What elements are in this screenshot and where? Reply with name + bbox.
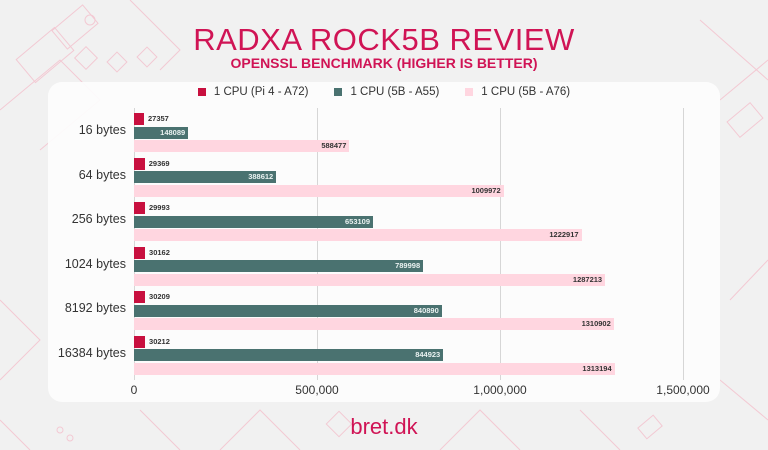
gridline <box>683 108 684 380</box>
category-label: 16384 bytes <box>57 345 126 360</box>
bar-256-bytes-series-0[interactable] <box>134 202 145 214</box>
bar-16384-bytes-series-1[interactable] <box>134 349 444 361</box>
bar-value-label: 30212 <box>149 336 170 346</box>
bar-value-label: 30209 <box>149 292 170 301</box>
gridline <box>317 108 318 380</box>
chart-title: RADXA ROCK5B REVIEW <box>193 22 575 57</box>
x-tick-label: 1,500,000 <box>656 383 710 397</box>
legend-item-pi4-a72[interactable]: 1 CPU (Pi 4 - A72) <box>197 86 309 98</box>
bar-value-label: 1310902 <box>581 319 611 328</box>
bar-8192-bytes-series-0[interactable] <box>134 291 146 303</box>
category-label: 1024 bytes <box>64 256 126 271</box>
x-tick-label: 0 <box>130 383 138 397</box>
category-label: 256 bytes <box>71 212 126 226</box>
bar-value-label: 1313194 <box>582 363 612 373</box>
bar-256-bytes-series-2[interactable] <box>134 229 582 241</box>
bar-value-label: 1287213 <box>572 274 603 284</box>
legend-item-5b-a55[interactable]: 1 CPU (5B - A55) <box>334 86 439 98</box>
bar-64-bytes-series-1[interactable] <box>134 171 277 183</box>
category-label: 64 bytes <box>78 167 126 182</box>
bar-64-bytes-series-2[interactable] <box>134 184 504 197</box>
legend-swatch-icon <box>197 88 206 96</box>
bar-value-label: 789998 <box>395 261 421 270</box>
x-tick-label: 1,000,000 <box>473 383 527 397</box>
legend-label: 1 CPU (5B - A76) <box>481 86 571 98</box>
legend-item-5b-a76[interactable]: 1 CPU (5B - A76) <box>465 86 570 98</box>
gridline <box>500 108 501 380</box>
bar-8192-bytes-series-2[interactable] <box>134 318 614 330</box>
category-label: 16 bytes <box>78 123 126 137</box>
legend-label: 1 CPU (5B - A55) <box>350 86 440 98</box>
bar-value-label: 30162 <box>149 247 170 257</box>
bar-16-bytes-series-2[interactable] <box>134 140 350 152</box>
bar-value-label: 844923 <box>415 350 441 359</box>
legend-swatch-icon <box>465 88 474 96</box>
bar-8192-bytes-series-1[interactable] <box>134 304 442 317</box>
bar-1024-bytes-series-1[interactable] <box>134 260 424 272</box>
gridline <box>134 108 135 380</box>
bar-64-bytes-series-0[interactable] <box>134 157 145 170</box>
bar-1024-bytes-series-2[interactable] <box>134 273 606 286</box>
bar-value-label: 653109 <box>345 216 371 226</box>
legend-swatch-icon <box>334 88 343 96</box>
bar-value-label: 388612 <box>248 172 274 181</box>
bar-value-label: 29993 <box>148 203 170 212</box>
bar-value-label: 588477 <box>321 141 347 150</box>
bar-16-bytes-series-0[interactable] <box>134 113 144 125</box>
bar-value-label: 29369 <box>148 158 170 168</box>
bar-value-label: 840890 <box>413 305 439 315</box>
category-label: 8192 bytes <box>64 301 126 315</box>
chart-subtitle: OPENSSL BENCHMARK (HIGHER IS BETTER) <box>230 55 538 71</box>
bar-value-label: 148089 <box>160 127 186 137</box>
bar-16-bytes-series-1[interactable] <box>134 126 189 139</box>
bar-value-label: 27357 <box>148 114 169 123</box>
bar-value-label: 1009972 <box>471 185 501 195</box>
bar-16384-bytes-series-2[interactable] <box>134 362 615 375</box>
bar-256-bytes-series-1[interactable] <box>134 215 374 228</box>
legend: 1 CPU (Pi 4 - A72) 1 CPU (5B - A55) 1 CP… <box>0 86 768 98</box>
legend-label: 1 CPU (Pi 4 - A72) <box>213 86 309 98</box>
bar-1024-bytes-series-0[interactable] <box>134 246 146 259</box>
bar-value-label: 1222917 <box>549 230 579 239</box>
brand-footer: bret.dk <box>350 414 418 439</box>
x-tick-label: 500,000 <box>295 383 339 397</box>
bar-16384-bytes-series-0[interactable] <box>134 335 146 348</box>
